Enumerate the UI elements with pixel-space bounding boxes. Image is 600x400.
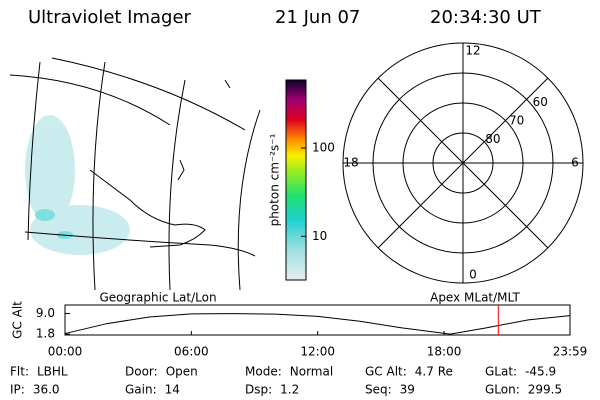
field-value: Normal — [290, 365, 333, 379]
map — [9, 57, 261, 291]
y-label: GC Alt — [11, 301, 25, 339]
field-value: 14 — [165, 383, 180, 397]
instrument: Ultraviolet Imager — [28, 7, 192, 28]
field-label: Gain: — [125, 383, 157, 397]
x-tick-label: 18:00 — [427, 345, 462, 359]
alt-box — [64, 304, 571, 336]
colorbar — [285, 79, 307, 281]
field-label: Dsp: — [245, 383, 272, 397]
field-label: GLat: — [485, 365, 517, 379]
left-title: Geographic Lat/Lon — [99, 291, 216, 305]
mlt-label: 6 — [571, 156, 579, 170]
field-value: 299.5 — [528, 383, 562, 397]
polar-ring — [372, 72, 554, 254]
field-value: 1.2 — [280, 383, 299, 397]
lat-label: 80 — [485, 132, 500, 146]
polar-spoke — [377, 77, 549, 249]
mlt-label: 18 — [343, 156, 358, 170]
field-value: LBHL — [37, 365, 68, 379]
x-tick-label: 12:00 — [300, 345, 335, 359]
right-title: Apex MLat/MLT — [430, 291, 520, 305]
y-tick-label: 1.8 — [36, 327, 55, 341]
x-tick-label: 06:00 — [174, 345, 209, 359]
colorbar-tick-label: 100 — [312, 141, 335, 155]
date: 21 Jun 07 — [275, 7, 360, 28]
field-value: 39 — [400, 383, 415, 397]
field-value: Open — [166, 365, 198, 379]
field-label: Door: — [125, 365, 158, 379]
field-value: 36.0 — [33, 383, 60, 397]
field-value: 4.7 Re — [415, 365, 453, 379]
colorbar-tick-label: 10 — [312, 229, 327, 243]
y-tick-label: 9.0 — [36, 306, 55, 320]
colorbar-label: photon cm⁻²s⁻¹ — [268, 133, 282, 226]
field-label: Mode: — [245, 365, 282, 379]
alt-line — [64, 313, 571, 335]
mlt-label: 12 — [465, 44, 480, 58]
x-tick-label: 23:59 — [553, 345, 588, 359]
polar-ring — [432, 132, 494, 194]
field-label: GC Alt: — [365, 365, 407, 379]
x-tick-label: 00:00 — [48, 345, 83, 359]
lat-label: 70 — [509, 114, 524, 128]
polar-ring — [402, 102, 524, 224]
field-label: IP: — [10, 383, 25, 397]
field-label: Flt: — [10, 365, 29, 379]
time: 20:34:30 UT — [430, 7, 542, 28]
field-value: -45.9 — [525, 365, 556, 379]
field-label: GLon: — [485, 383, 520, 397]
field-label: Seq: — [365, 383, 392, 397]
mlt-label: 0 — [469, 268, 477, 282]
lat-label: 60 — [533, 95, 548, 109]
